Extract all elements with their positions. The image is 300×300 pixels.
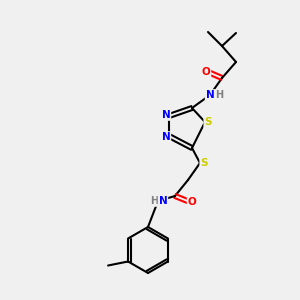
Text: O: O bbox=[188, 197, 196, 207]
Text: H: H bbox=[150, 196, 158, 206]
Text: H: H bbox=[215, 90, 223, 100]
Text: N: N bbox=[206, 90, 214, 100]
Text: N: N bbox=[159, 196, 167, 206]
Text: O: O bbox=[202, 67, 210, 77]
Text: S: S bbox=[200, 158, 208, 168]
Text: S: S bbox=[204, 117, 212, 127]
Text: N: N bbox=[162, 132, 170, 142]
Text: N: N bbox=[162, 110, 170, 120]
